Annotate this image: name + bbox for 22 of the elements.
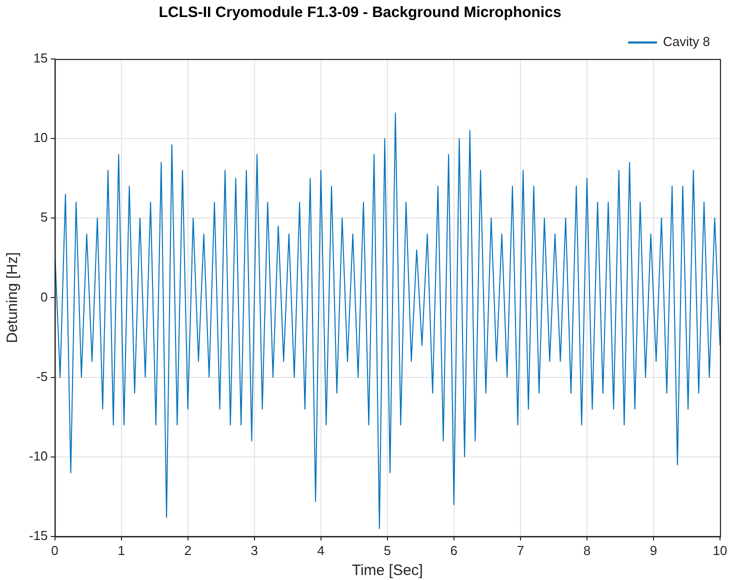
x-tick-label: 2 bbox=[184, 542, 192, 558]
x-tick-label: 10 bbox=[712, 542, 728, 558]
x-tick-label: 8 bbox=[583, 542, 591, 558]
legend-label: Cavity 8 bbox=[663, 34, 710, 50]
x-tick-label: 6 bbox=[450, 542, 458, 558]
y-tick-label: 15 bbox=[33, 50, 48, 66]
x-tick-label: 7 bbox=[516, 542, 524, 558]
x-tick-label: 4 bbox=[317, 542, 324, 558]
chart-title: LCLS-II Cryomodule F1.3-09 - Background Microphonics bbox=[158, 4, 562, 22]
x-tick-label: 1 bbox=[118, 542, 125, 558]
x-tick-label: 9 bbox=[650, 542, 658, 558]
y-axis-title: Detuning [Hz] bbox=[4, 252, 22, 344]
y-tick-label: -15 bbox=[28, 528, 48, 543]
y-tick-label: 5 bbox=[40, 210, 48, 225]
x-tick-label: 5 bbox=[384, 542, 392, 558]
x-tick-label: 0 bbox=[51, 542, 58, 558]
x-axis-title: Time [Sec] bbox=[352, 562, 423, 580]
y-tick-label: -10 bbox=[28, 448, 48, 464]
x-tick-label: 3 bbox=[250, 542, 258, 558]
y-tick-label: -5 bbox=[36, 368, 48, 384]
y-tick-label: 0 bbox=[40, 289, 48, 304]
y-tick-label: 10 bbox=[33, 130, 48, 146]
